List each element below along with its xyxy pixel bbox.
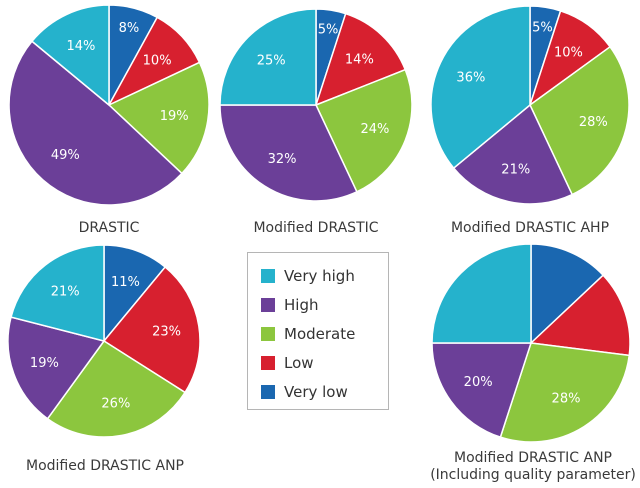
- legend-item-high: High: [261, 290, 388, 319]
- pie-label-low: 14%: [345, 52, 374, 67]
- legend-item-moderate: Moderate: [261, 319, 388, 348]
- pie-slice-moderate: [499, 342, 631, 443]
- pie-slice-moderate: [46, 339, 187, 438]
- legend-label-very-low: Very low: [284, 382, 348, 401]
- pie-drastic: 8% 10% 19% 49% 14%: [8, 4, 210, 206]
- legend-swatch-moderate: [261, 326, 275, 341]
- pie-label-low: 23%: [152, 325, 181, 340]
- pie-slice-very-high: [431, 243, 532, 344]
- pie-slice-very-high: [10, 244, 105, 342]
- pie-slice-high: [431, 342, 533, 439]
- legend-label-high: High: [284, 295, 319, 314]
- pie-slice-high: [7, 316, 106, 420]
- pie-label-high: 21%: [501, 162, 530, 177]
- pie-slice-moderate: [107, 61, 210, 175]
- pie-label-moderate: 28%: [552, 392, 581, 407]
- pie-modified-drastic-anp-quality: 28% 20%: [431, 243, 631, 443]
- legend-item-very-low: Very low: [261, 377, 388, 406]
- pie-label-high: 32%: [268, 152, 297, 167]
- legend-swatch-high: [261, 297, 275, 312]
- caption-modified-drastic-anp: Modified DRASTIC ANP: [26, 458, 184, 474]
- pie-slice-high: [452, 103, 574, 205]
- pie-label-moderate: 24%: [360, 122, 389, 137]
- legend-swatch-very-high: [261, 268, 275, 283]
- legend-swatch-very-low: [261, 384, 275, 399]
- pie-label-moderate: 26%: [101, 397, 130, 412]
- pie-slice-high: [8, 40, 183, 206]
- pie-label-very-low: 11%: [111, 275, 140, 290]
- pie-modified-drastic-ahp: 5%10% 28% 21% 36%: [430, 5, 630, 205]
- pie-label-very-high: 25%: [257, 54, 286, 69]
- pie-label-low: 10%: [554, 46, 583, 61]
- pie-slice-low: [314, 12, 407, 107]
- legend-label-very-high: Very high: [284, 266, 355, 285]
- pie-slice-very-low: [530, 243, 605, 345]
- pie-label-high: 49%: [51, 148, 80, 163]
- caption-modified-drastic-ahp: Modified DRASTIC AHP: [451, 220, 609, 236]
- pie-label-very-high: 14%: [66, 39, 95, 54]
- pie-label-high: 20%: [464, 375, 493, 390]
- caption-drastic: DRASTIC: [79, 220, 140, 236]
- pie-slice-very-low: [103, 244, 167, 344]
- legend-label-moderate: Moderate: [284, 324, 356, 343]
- legend-swatch-low: [261, 355, 275, 370]
- pie-slice-high: [219, 104, 358, 202]
- pie-modified-drastic: 5% 14% 24% 32% 25%: [219, 8, 413, 202]
- pie-slice-moderate: [314, 68, 413, 193]
- pie-label-very-high: 21%: [51, 284, 80, 299]
- pie-label-very-low: 5%: [318, 23, 339, 38]
- legend-label-low: Low: [284, 353, 314, 372]
- pie-label-high: 19%: [30, 356, 59, 371]
- pie-slice-low: [529, 274, 631, 357]
- legend-item-low: Low: [261, 348, 388, 377]
- caption-modified-drastic: Modified DRASTIC: [253, 220, 378, 236]
- pie-label-very-low: 5%: [532, 20, 553, 35]
- pie-label-moderate: 28%: [579, 115, 608, 130]
- pie-label-moderate: 19%: [160, 109, 189, 124]
- pie-slice-very-high: [219, 8, 317, 106]
- caption-including-quality-parameter: (Including quality parameter): [430, 467, 636, 483]
- pie-label-low: 10%: [143, 53, 172, 68]
- pie-slice-very-high: [30, 4, 110, 107]
- pie-slice-moderate: [529, 45, 630, 196]
- legend-item-very-high: Very high: [261, 261, 388, 290]
- pie-label-very-low: 8%: [119, 21, 140, 36]
- pie-slice-low: [102, 265, 201, 394]
- pie-slice-very-high: [430, 5, 531, 170]
- legend: Very high High Moderate Low Very low: [247, 252, 389, 410]
- caption-modified-drastic-anp-quality: Modified DRASTIC ANP: [454, 450, 612, 466]
- pie-modified-drastic-anp: 11% 23% 26% 19% 21%: [7, 244, 201, 438]
- pie-label-very-high: 36%: [456, 71, 485, 86]
